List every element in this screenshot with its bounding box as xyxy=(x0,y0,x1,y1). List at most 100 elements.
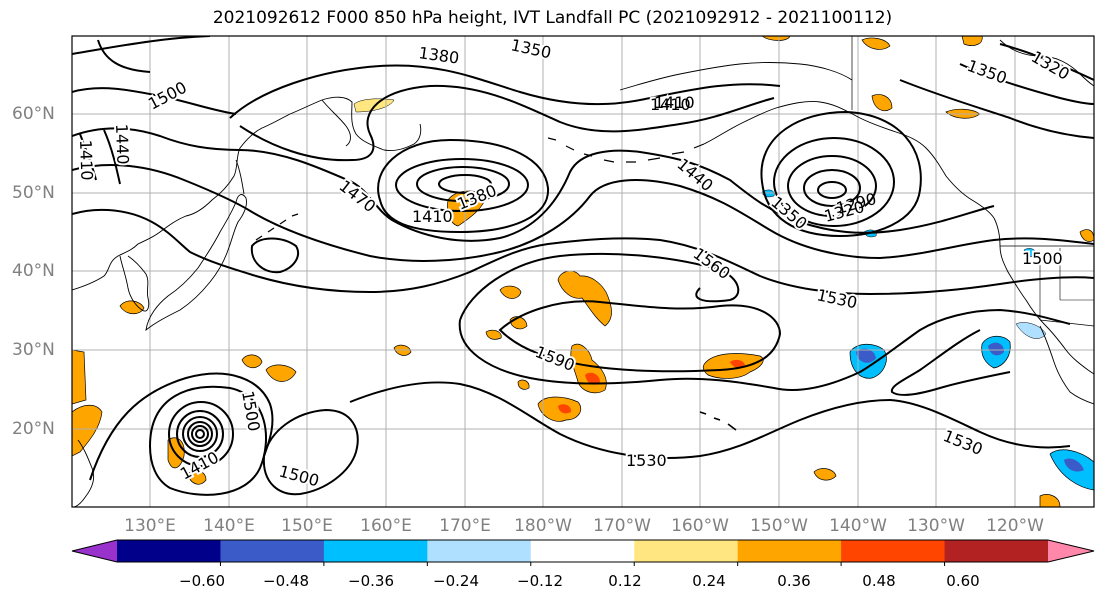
coastline-korea xyxy=(119,255,150,312)
lat-label: 30°N xyxy=(12,340,55,360)
ivt-negative-patch xyxy=(1015,322,1047,339)
contour-line xyxy=(459,252,740,321)
ivt-negative-patch xyxy=(1064,458,1084,472)
colorbar xyxy=(71,539,1095,566)
colorbar-extend-max xyxy=(1048,540,1094,562)
colorbar-segment xyxy=(220,540,325,562)
colorbar-tick-label: −0.60 xyxy=(179,572,225,590)
colorbar-tick-label: −0.48 xyxy=(263,572,309,590)
coastlines xyxy=(72,36,1094,507)
coastline-kamchatka xyxy=(321,99,351,147)
lat-label: 50°N xyxy=(12,183,55,203)
coastline-hawaii xyxy=(699,411,737,431)
lon-label: 170°E xyxy=(439,516,491,536)
contour-line xyxy=(395,158,529,212)
colorbar-segment xyxy=(530,540,635,562)
contour-label: 1410 xyxy=(654,93,695,112)
lat-label: 20°N xyxy=(12,419,55,439)
ivt-positive-patch xyxy=(485,329,502,340)
lat-label: 60°N xyxy=(12,104,55,124)
lon-label: 170°W xyxy=(593,516,651,536)
colorbar-tick-label: −0.36 xyxy=(348,572,394,590)
ivt-positive-patch xyxy=(871,94,893,111)
colorbar-tick-label: 0.24 xyxy=(692,572,726,590)
contour-line xyxy=(787,155,877,217)
contour-line xyxy=(229,64,781,119)
contour-line xyxy=(250,237,299,274)
coastline-asia xyxy=(72,96,422,291)
colorbar-segment xyxy=(737,540,842,562)
graticule xyxy=(72,36,1094,507)
contour-line xyxy=(72,208,1094,296)
ivt-positive-patch xyxy=(119,300,145,315)
contour-line xyxy=(168,401,234,467)
coastline-philippines xyxy=(73,439,95,507)
contour-line xyxy=(103,129,121,185)
ivt-positive-patch xyxy=(557,270,612,327)
ivt-positive-patch xyxy=(1079,229,1094,242)
contour-line xyxy=(416,166,510,202)
ivt-positive-patch xyxy=(813,468,837,481)
ivt-positive-patch xyxy=(187,470,207,485)
lon-label: 150°W xyxy=(750,516,808,536)
contour-line xyxy=(97,39,151,73)
colorbar-tick-label: 0.48 xyxy=(862,572,896,590)
contour-line xyxy=(803,169,861,207)
colorbar-tick-label: 0.60 xyxy=(946,572,980,590)
coastline-japan xyxy=(145,194,247,332)
contour-line xyxy=(72,127,995,242)
ivt-negative-patch xyxy=(988,342,1004,356)
contour-line xyxy=(760,110,922,238)
colorbar-segment xyxy=(634,540,739,562)
ivt-positive-patch xyxy=(585,372,600,385)
lon-label: 140°E xyxy=(203,516,255,536)
contour-line xyxy=(438,174,492,194)
ivt-positive-patch xyxy=(72,404,103,457)
lat-label: 40°N xyxy=(12,261,55,281)
colorbar-tick-label: −0.12 xyxy=(517,572,563,590)
ivt-positive-patch xyxy=(730,359,745,369)
ivt-positive-patch xyxy=(265,364,297,382)
contour-line xyxy=(187,421,213,447)
height-contours xyxy=(72,36,1094,496)
colorbar-segment xyxy=(427,540,532,562)
contour-line xyxy=(349,381,1071,459)
coastline-kurils xyxy=(255,213,299,241)
ivt-negative-patch xyxy=(1023,248,1037,257)
contour-label: 1530 xyxy=(626,451,667,470)
contour-line xyxy=(182,416,218,452)
contour-line xyxy=(239,84,775,162)
contour-line xyxy=(498,300,782,373)
contour-line xyxy=(262,408,359,496)
contour-line xyxy=(72,164,1094,262)
contour-label: 1410 xyxy=(412,207,453,226)
colorbar-tick-label: 0.36 xyxy=(777,572,811,590)
colorbar-tick-label: −0.24 xyxy=(433,572,479,590)
contour-line xyxy=(176,410,224,458)
colorbar-extend-min xyxy=(72,540,117,562)
contour-line xyxy=(72,87,237,115)
contour-line xyxy=(959,63,1094,105)
colorbar-segment xyxy=(841,540,946,562)
lon-label: 160°W xyxy=(671,516,729,536)
map-frame xyxy=(71,35,1095,508)
figure-title: 2021092612 F000 850 hPa height, IVT Land… xyxy=(212,8,893,28)
contour-label: 1440 xyxy=(112,123,132,164)
ivt-negative-patch xyxy=(856,348,876,363)
colorbar-tick-label: 0.12 xyxy=(608,572,642,590)
colorbar-segment xyxy=(323,540,428,562)
ivt-positive-patch xyxy=(241,354,263,369)
coastline-baja xyxy=(1039,325,1094,405)
contour-line xyxy=(899,79,1094,139)
contour-line xyxy=(191,425,209,443)
contour-line xyxy=(195,429,205,439)
ivt-positive-patch xyxy=(517,379,530,390)
ivt-positive-patch xyxy=(72,349,87,405)
contour-label: 1500 xyxy=(1022,249,1063,268)
lon-label: 180°W xyxy=(514,516,572,536)
border-states xyxy=(1039,248,1094,320)
lon-label: 150°E xyxy=(281,516,333,536)
ivt-positive-patch xyxy=(1039,494,1061,507)
lon-label: 120°W xyxy=(986,516,1044,536)
